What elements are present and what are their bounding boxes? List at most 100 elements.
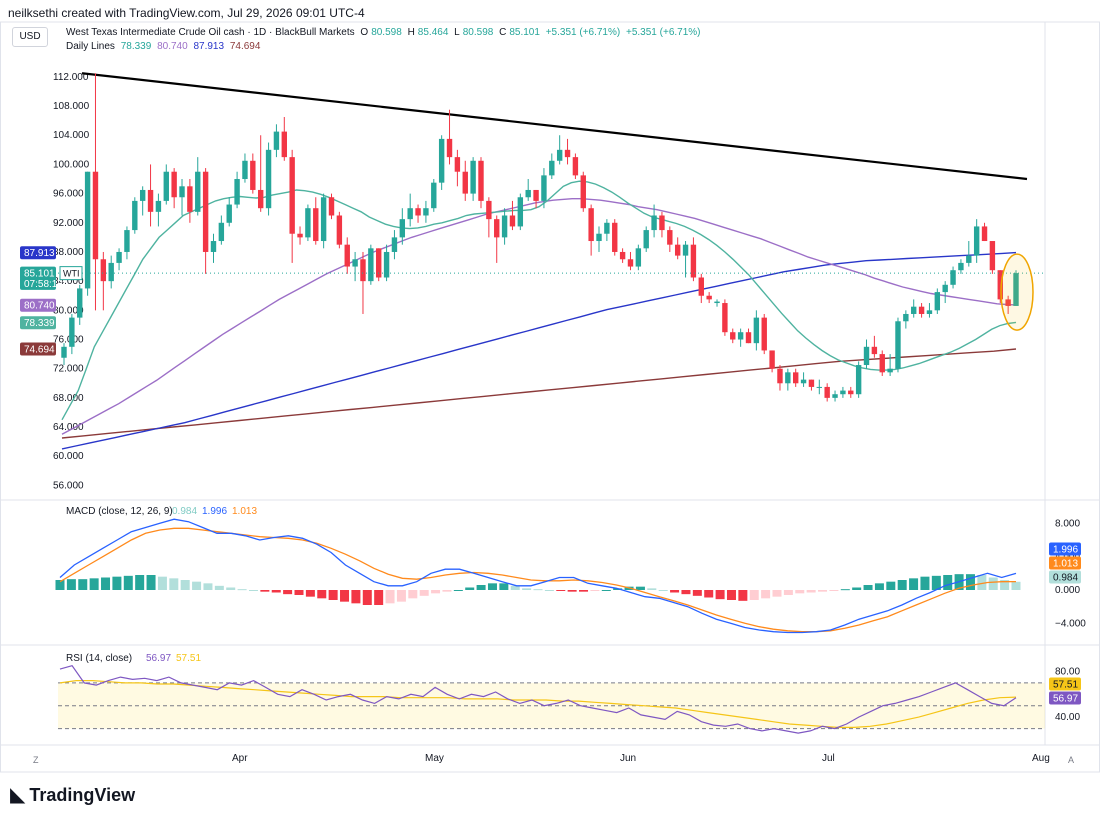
time-axis-label-2: Jun xyxy=(620,753,636,764)
price-axis-tick-12: 64.000 xyxy=(53,422,84,433)
candle-body-19 xyxy=(210,241,217,252)
macd-axis-tick-2: 0.000 xyxy=(1055,585,1080,596)
price-badge-bg-4 xyxy=(20,316,56,330)
macd-legend-hist: 0.984 xyxy=(172,506,197,517)
ohlc-high: 85.464 xyxy=(417,27,449,38)
candle-body-99 xyxy=(840,390,846,395)
candle-body-6 xyxy=(108,262,114,282)
candle-body-110 xyxy=(926,310,933,314)
candle-body-11 xyxy=(147,189,154,212)
macd-hist-bar-84 xyxy=(1011,581,1021,590)
zoom-toggle-label[interactable]: Z xyxy=(33,755,39,765)
macd-hist-bar-74 xyxy=(897,580,907,590)
currency-button[interactable]: USD xyxy=(12,27,48,47)
macd-hist-bar-24 xyxy=(328,590,338,600)
candle-body-83 xyxy=(714,301,720,304)
candle-body-74 xyxy=(643,230,649,249)
macd-hist-bar-60 xyxy=(738,590,748,601)
symbol-tag: WTI xyxy=(63,269,80,279)
auto-scale-label[interactable]: A xyxy=(1068,755,1075,765)
macd-hist-bar-2 xyxy=(78,579,88,590)
macd-badge-bg-0 xyxy=(1049,542,1081,556)
candle-body-112 xyxy=(942,284,948,293)
candle-body-93 xyxy=(793,372,799,384)
macd-hist-bar-78 xyxy=(943,575,953,590)
rsi-axis-tick-1: 40.00 xyxy=(1055,712,1080,723)
candle-body-43 xyxy=(399,219,406,238)
candle-body-76 xyxy=(659,215,665,231)
daily-line-value-2: 80.740 xyxy=(157,41,188,52)
macd-hist-bar-5 xyxy=(112,576,122,590)
candle-body-12 xyxy=(155,200,162,212)
symbol-legend: West Texas Intermediate Crude Oil cash ·… xyxy=(66,27,704,38)
rsi-ma-line xyxy=(59,679,1017,729)
macd-hist-bar-26 xyxy=(351,590,361,604)
candle-body-45 xyxy=(415,208,421,216)
candle-body-13 xyxy=(163,171,169,201)
macd-hist-bar-28 xyxy=(374,590,384,605)
macd-hist-bar-69 xyxy=(840,589,850,591)
macd-hist-bar-44 xyxy=(556,590,566,591)
candle-body-87 xyxy=(745,332,752,344)
macd-hist-bar-20 xyxy=(283,590,293,595)
candle-body-82 xyxy=(706,295,712,300)
macd-hist-bar-32 xyxy=(419,590,429,596)
rsi-badge-0: 57.51 xyxy=(1053,680,1078,691)
price-axis-tick-0: 112.000 xyxy=(53,72,89,83)
symbol-title: West Texas Intermediate Crude Oil cash ·… xyxy=(66,27,355,38)
candle-body-102 xyxy=(863,346,870,366)
candle-body-3 xyxy=(84,171,91,289)
macd-hist-bar-23 xyxy=(317,590,327,599)
candle-body-23 xyxy=(242,160,248,180)
candle-body-65 xyxy=(572,157,579,176)
macd-hist-bar-46 xyxy=(579,590,589,592)
price-badge-5: 74.694 xyxy=(24,344,55,355)
ohlc-o-label: O xyxy=(360,27,369,38)
macd-hist-bar-4 xyxy=(101,577,111,590)
candle-body-67 xyxy=(588,208,594,242)
candle-body-61 xyxy=(541,175,547,201)
candle-body-75 xyxy=(651,215,657,231)
candle-body-40 xyxy=(376,248,382,278)
macd-badge-2: 0.984 xyxy=(1053,573,1078,584)
candle-body-96 xyxy=(816,386,823,388)
sma200-line xyxy=(61,348,1017,439)
daily-line-value-1: 78.339 xyxy=(120,41,152,52)
daily-lines-legend: Daily Lines 78.339 80.740 87.913 74.694 xyxy=(66,41,263,52)
candle-body-1 xyxy=(69,317,75,347)
candle-body-73 xyxy=(635,248,642,267)
candle-body-42 xyxy=(391,237,398,252)
ohlc-l-label: L xyxy=(454,27,460,38)
rsi-legend-rsi: 56.97 xyxy=(146,653,171,664)
macd-hist-bar-14 xyxy=(214,585,224,590)
candle-body-8 xyxy=(124,230,130,252)
macd-hist-bar-48 xyxy=(601,590,611,591)
candle-body-26 xyxy=(265,149,272,209)
macd-legend-signal: 1.013 xyxy=(232,506,257,517)
price-axis-tick-3: 100.000 xyxy=(53,159,90,170)
candle-body-25 xyxy=(257,189,264,209)
macd-hist-bar-27 xyxy=(362,590,372,605)
rsi-badge-bg-1 xyxy=(1049,691,1081,705)
candle-body-91 xyxy=(777,368,783,384)
macd-hist-bar-83 xyxy=(1000,580,1010,590)
tradingview-logo-icon: ◣ xyxy=(10,784,26,806)
time-axis-label-4: Aug xyxy=(1032,753,1050,764)
candle-body-15 xyxy=(179,186,185,198)
candle-body-14 xyxy=(171,171,177,198)
daily-lines-name: Daily Lines xyxy=(66,41,115,52)
price-badge-bg-2 xyxy=(20,276,56,290)
macd-badge-bg-2 xyxy=(1049,570,1081,584)
macd-hist-bar-19 xyxy=(271,590,281,593)
candle-body-68 xyxy=(596,233,602,242)
ohlc-low: 80.598 xyxy=(462,27,494,38)
time-axis-label-0: Apr xyxy=(232,753,248,764)
macd-hist-bar-8 xyxy=(146,575,156,590)
macd-hist-bar-43 xyxy=(544,590,554,591)
macd-hist-bar-3 xyxy=(89,578,99,590)
candle-body-16 xyxy=(187,186,193,212)
macd-hist-bar-45 xyxy=(567,590,577,592)
macd-hist-bar-68 xyxy=(829,590,839,591)
ohlc-change: +5.351 (+6.71%) xyxy=(545,27,621,38)
